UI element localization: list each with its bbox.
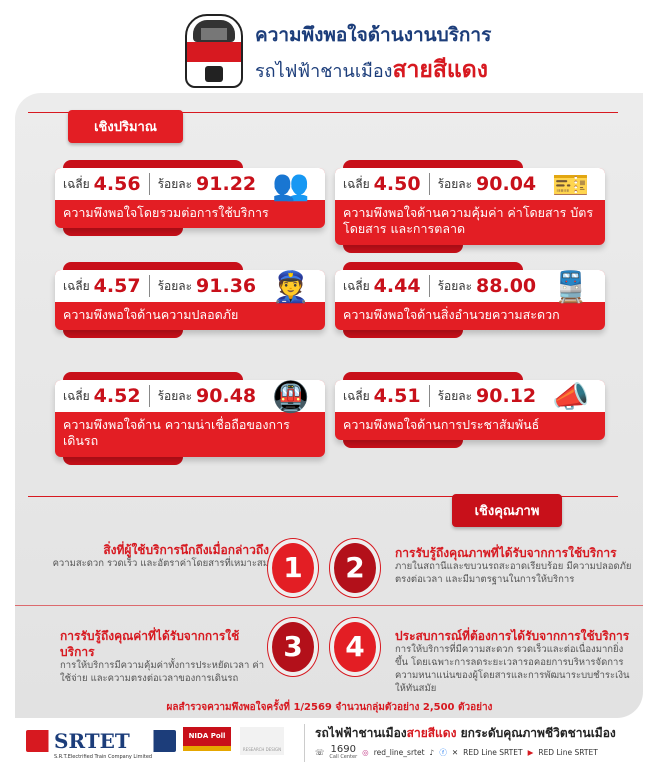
avg-value: 4.57	[93, 275, 141, 297]
satisfaction-card: เฉลี่ย 4.44 ร้อยละ 88.00 ความพึงพอใจด้านสิ่…	[335, 262, 605, 339]
slogan-highlight: สายสีแดง	[406, 726, 457, 740]
phone-icon: ☏	[315, 748, 325, 757]
avg-label: เฉลี่ย	[63, 278, 90, 293]
item-title: ประสบการณ์ที่ต้องการได้รับจากการใช้บริกา…	[395, 629, 630, 643]
avg-label: เฉลี่ย	[343, 278, 370, 293]
pct-label: ร้อยละ	[157, 278, 193, 293]
divider	[15, 605, 643, 606]
train-icon	[185, 14, 243, 88]
pct-label: ร้อยละ	[157, 176, 193, 191]
pct-label: ร้อยละ	[437, 278, 473, 293]
satisfaction-card: เฉลี่ย 4.56 ร้อยละ 91.22 ความพึงพอใจโดยรวมต…	[55, 160, 325, 237]
pct-label: ร้อยละ	[437, 388, 473, 403]
srtet-logo-text: SRTET	[54, 729, 130, 753]
item-desc: ความสะดวก รวดเร็ว และอัตราค่าโดยสารที่เห…	[52, 558, 269, 570]
number-badge-4: 4	[334, 622, 376, 672]
card-label: ความพึงพอใจด้านความปลอดภัย	[63, 307, 239, 322]
card-label: ความพึงพอใจโดยรวมต่อการใช้บริการ	[63, 205, 269, 220]
title-line1: ความพึงพอใจด้านงานบริการ	[255, 24, 492, 46]
quality-item-3: การรับรู้ถึงคุณค่าที่ได้รับจากการใช้บริก…	[60, 628, 270, 686]
card-label: ความพึงพอใจด้าน ความน่าเชื่อถือของการเดิ…	[63, 417, 290, 449]
quality-item-1: สิ่งที่ผู้ใช้บริการนึกถึงเมื่อกล่าวถึง คว…	[9, 542, 269, 571]
x-icon[interactable]: ✕	[451, 748, 459, 757]
quality-item-4: ประสบการณ์ที่ต้องการได้รับจากการใช้บริกา…	[395, 628, 630, 695]
number-badge-2: 2	[334, 543, 376, 593]
title-highlight: สายสีแดง	[392, 57, 488, 83]
avg-value: 4.56	[93, 173, 141, 195]
research-design-logo: RESEARCH DESIGN	[240, 727, 284, 755]
quality-item-2: การรับรู้ถึงคุณภาพที่ได้รับจากการใช้บริก…	[395, 545, 645, 587]
ticket-icon: 🎫	[552, 168, 590, 203]
call-center-label: Call Center	[329, 754, 358, 760]
tiktok-icon[interactable]: ♪	[429, 748, 435, 757]
footer-contact: รถไฟฟ้าชานเมืองสายสีแดง ยกระดับคุณภาพชีว…	[304, 724, 624, 762]
nida-poll-logo: NIDA Poll	[183, 727, 231, 751]
pct-value: 88.00	[476, 275, 537, 297]
item-desc: ภายในสถานีและขบวนรถสะอาดเรียบร้อย มีความ…	[395, 561, 632, 585]
qualitative-tag: เชิงคุณภาพ	[452, 494, 562, 527]
srtet-logo-sub: S.R.T.Electrified Train Company Limited	[54, 754, 153, 760]
card-label: ความพึงพอใจด้านความคุ้มค่า ค่าโดยสาร บัต…	[343, 205, 594, 237]
number-badge-3: 3	[272, 622, 314, 672]
slogan-suffix: ยกระดับคุณภาพชีวิตชานเมือง	[456, 726, 616, 740]
item-title: สิ่งที่ผู้ใช้บริการนึกถึงเมื่อกล่าวถึง	[103, 543, 269, 557]
divider	[28, 496, 618, 497]
pct-label: ร้อยละ	[437, 176, 473, 191]
satisfaction-card: เฉลี่ย 4.57 ร้อยละ 91.36 ความพึงพอใจด้านควา…	[55, 262, 325, 339]
header: ความพึงพอใจด้านงานบริการ รถไฟฟ้าชานเมือง…	[185, 14, 525, 90]
security-guard-icon: 👮	[272, 270, 310, 305]
facebook-page[interactable]: RED Line SRTET	[463, 748, 523, 757]
srtet-logo: SRTET S.R.T.Electrified Train Company Li…	[26, 727, 176, 763]
facebook-icon[interactable]: ⓕ	[439, 748, 447, 757]
quantitative-tag: เชิงปริมาณ	[68, 110, 183, 143]
pct-value: 91.22	[196, 173, 257, 195]
users-icon: 👥	[272, 168, 310, 203]
call-center[interactable]: 1690 Call Center	[329, 745, 357, 760]
avg-label: เฉลี่ย	[343, 388, 370, 403]
pct-label: ร้อยละ	[157, 388, 193, 403]
survey-note: ผลสำรวจความพึงพอใจครั้งที่ 1/2569 จำนวนก…	[166, 702, 493, 713]
pct-value: 90.04	[476, 173, 537, 195]
avg-value: 4.52	[93, 385, 141, 407]
announcer-icon: 📣	[552, 380, 590, 415]
satisfaction-card: เฉลี่ย 4.52 ร้อยละ 90.48 ความพึงพอใจด้าน คว…	[55, 372, 325, 465]
train-network-icon: 🚆	[552, 270, 590, 305]
avg-value: 4.44	[373, 275, 421, 297]
satisfaction-card: เฉลี่ย 4.50 ร้อยละ 90.04 ความพึงพอใจด้านควา…	[335, 160, 605, 253]
avg-label: เฉลี่ย	[63, 176, 90, 191]
item-desc: การให้บริการมีความคุ้มค่าทั้งการประหยัดเ…	[60, 660, 265, 685]
card-label: ความพึงพอใจด้านสิ่งอำนวยความสะดวก	[343, 307, 560, 322]
youtube-icon[interactable]: ▶	[527, 748, 534, 757]
pct-value: 91.36	[196, 275, 257, 297]
item-title: การรับรู้ถึงคุณค่าที่ได้รับจากการใช้บริก…	[60, 629, 240, 660]
title-prefix: รถไฟฟ้าชานเมือง	[255, 61, 393, 82]
card-label: ความพึงพอใจด้านการประชาสัมพันธ์	[343, 417, 540, 432]
item-title: การรับรู้ถึงคุณภาพที่ได้รับจากการใช้บริก…	[395, 546, 617, 560]
item-desc: การให้บริการที่มีความสะดวก รวดเร็วและต่อ…	[395, 644, 630, 694]
call-center-number[interactable]: 1690	[330, 744, 356, 755]
avg-value: 4.51	[373, 385, 421, 407]
number-badge-1: 1	[272, 543, 314, 593]
avg-label: เฉลี่ย	[63, 388, 90, 403]
avg-label: เฉลี่ย	[343, 176, 370, 191]
youtube-channel[interactable]: RED Line SRTET	[538, 748, 598, 757]
instagram-icon[interactable]: ◎	[362, 748, 369, 757]
train-front-icon: 🚇	[272, 380, 310, 415]
avg-value: 4.50	[373, 173, 421, 195]
divider	[28, 112, 618, 113]
instagram-handle[interactable]: red_line_srtet	[373, 748, 425, 757]
pct-value: 90.12	[476, 385, 537, 407]
title-line2: รถไฟฟ้าชานเมืองสายสีแดง	[255, 52, 488, 88]
satisfaction-card: เฉลี่ย 4.51 ร้อยละ 90.12 ความพึงพอใจด้านการ…	[335, 372, 605, 449]
slogan-prefix: รถไฟฟ้าชานเมือง	[315, 726, 407, 740]
pct-value: 90.48	[196, 385, 257, 407]
